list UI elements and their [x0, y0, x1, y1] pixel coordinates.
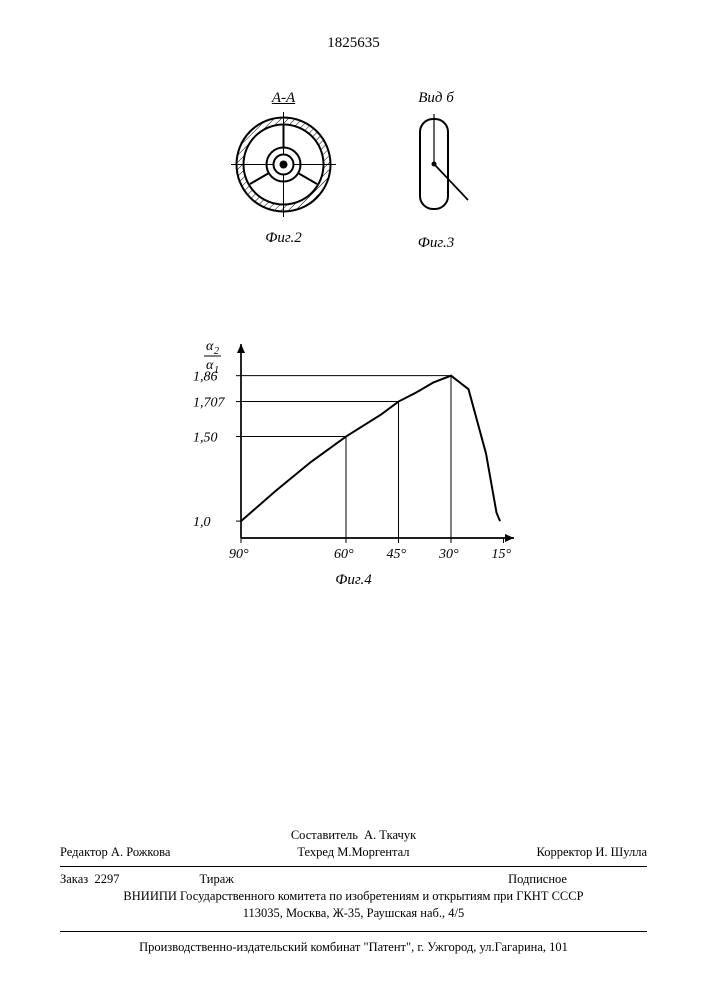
svg-text:1,50: 1,50 — [193, 431, 218, 446]
chart-block: α2α190°60°45°30°15°1,01,501,7071,86 Фиг.… — [179, 330, 529, 589]
footer-compiler: Составитель А. Ткачук — [60, 827, 647, 844]
footer-editor: Редактор А. Рожкова — [60, 844, 170, 861]
svg-text:45°: 45° — [386, 547, 406, 562]
subscription-label: Подписное — [508, 871, 567, 888]
fig3-caption: Фиг.3 — [396, 235, 476, 252]
techred-name: М.Моргентал — [337, 845, 409, 859]
order-label: Заказ — [60, 872, 88, 886]
footer-publisher: Производственно-издательский комбинат "П… — [60, 931, 647, 955]
fig3-block: Вид б Фиг.3 — [396, 90, 476, 252]
diagrams-row: А-А — [0, 90, 707, 252]
fig4-caption: Фиг.4 — [179, 572, 529, 589]
page-number: 1825635 — [327, 35, 380, 52]
footer-techred: Техред М.Моргентал — [297, 844, 409, 861]
footer-order-row: Заказ 2297 Тираж Подписное — [60, 871, 647, 888]
fig2-block: А-А — [231, 90, 336, 252]
svg-text:1,0: 1,0 — [193, 515, 211, 530]
svg-text:30°: 30° — [438, 547, 459, 562]
editor-name: А. Рожкова — [111, 845, 170, 859]
footer-block: Составитель А. Ткачук Редактор А. Рожков… — [60, 827, 647, 922]
fig2-toplabel: А-А — [231, 90, 336, 107]
fig3-toplabel: Вид б — [396, 90, 476, 107]
svg-text:1,707: 1,707 — [193, 396, 226, 411]
compiler-label: Составитель — [291, 827, 358, 844]
fig3-svg — [396, 112, 476, 222]
editor-label: Редактор — [60, 845, 108, 859]
footer-vniipi: ВНИИПИ Государственного комитета по изоб… — [60, 888, 647, 905]
fig2-svg — [231, 112, 336, 217]
svg-text:1,86: 1,86 — [193, 370, 218, 385]
fig2-caption: Фиг.2 — [231, 230, 336, 247]
tirage-label: Тираж — [199, 871, 233, 888]
svg-text:2: 2 — [214, 346, 219, 357]
corrector-label: Корректор — [537, 845, 593, 859]
fig4-chart: α2α190°60°45°30°15°1,01,501,7071,86 — [179, 330, 529, 570]
svg-text:90°: 90° — [229, 547, 249, 562]
svg-text:15°: 15° — [491, 547, 511, 562]
divider-1 — [60, 866, 647, 867]
footer-row-roles: Редактор А. Рожкова Техред М.Моргентал К… — [60, 844, 647, 861]
footer-address: 113035, Москва, Ж-35, Раушская наб., 4/5 — [60, 905, 647, 922]
svg-text:60°: 60° — [334, 547, 354, 562]
svg-text:α: α — [206, 339, 214, 354]
corrector-name: И. Шулла — [595, 845, 647, 859]
order-no: 2297 — [94, 872, 119, 886]
techred-label: Техред — [297, 845, 334, 859]
footer-order: Заказ 2297 — [60, 871, 119, 888]
compiler-name: А. Ткачук — [364, 827, 416, 844]
footer-corrector: Корректор И. Шулла — [537, 844, 647, 861]
